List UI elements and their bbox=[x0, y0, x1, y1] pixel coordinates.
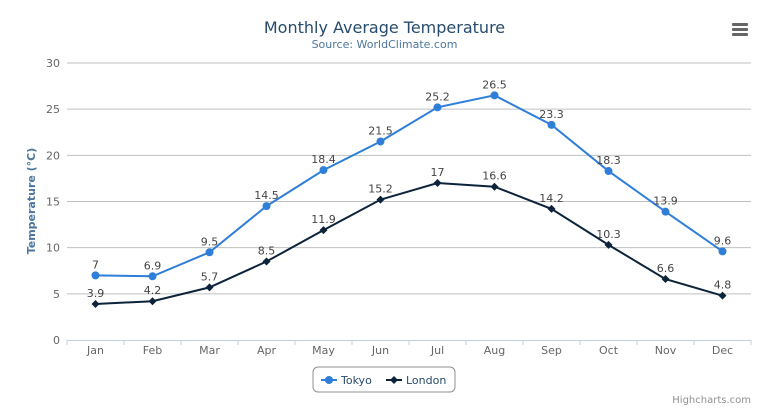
data-label: 4.2 bbox=[144, 284, 162, 297]
data-label: 3.9 bbox=[87, 287, 105, 300]
legend: Tokyo London bbox=[312, 366, 456, 393]
data-label: 18.4 bbox=[311, 153, 336, 166]
series-tokyo: 7 6.9 9.5 14.5 18.4 21.5 25.2 26.5 23.3 18.3 13.9 9… bbox=[91, 78, 732, 281]
data-point[interactable] bbox=[604, 240, 613, 249]
legend-item-london[interactable]: London bbox=[386, 374, 446, 387]
data-point[interactable] bbox=[148, 297, 157, 306]
data-point[interactable] bbox=[490, 182, 499, 191]
data-label: 23.3 bbox=[539, 108, 564, 121]
data-label: 9.6 bbox=[714, 234, 732, 247]
x-tick-label: Aug bbox=[484, 344, 505, 357]
data-point[interactable] bbox=[205, 248, 214, 257]
y-tick-label: 10 bbox=[46, 242, 60, 255]
chart-title: Monthly Average Temperature bbox=[264, 18, 505, 37]
data-label: 16.6 bbox=[482, 170, 507, 183]
x-tick-label: Jan bbox=[86, 344, 104, 357]
data-point[interactable] bbox=[718, 247, 727, 256]
data-point[interactable] bbox=[547, 120, 556, 129]
chart-subtitle: Source: WorldClimate.com bbox=[312, 38, 458, 51]
data-label: 10.3 bbox=[596, 228, 621, 241]
data-label: 13.9 bbox=[653, 195, 678, 208]
y-tick-label: 5 bbox=[53, 288, 60, 301]
x-tick-label: Jun bbox=[371, 344, 389, 357]
data-point[interactable] bbox=[262, 202, 271, 211]
legend-label-london: London bbox=[406, 374, 446, 387]
data-label: 26.5 bbox=[482, 78, 507, 91]
data-point[interactable] bbox=[604, 167, 613, 176]
data-point[interactable] bbox=[661, 207, 670, 216]
data-point[interactable] bbox=[319, 226, 328, 235]
series-line bbox=[95, 182, 723, 305]
data-point[interactable] bbox=[433, 103, 442, 112]
data-label: 8.5 bbox=[258, 245, 276, 258]
x-tick-label: Dec bbox=[712, 344, 733, 357]
y-tick-label: 0 bbox=[53, 334, 60, 347]
data-label: 5.7 bbox=[201, 270, 219, 283]
hamburger-menu-icon[interactable] bbox=[728, 18, 758, 42]
y-tick-label: 15 bbox=[46, 196, 60, 209]
data-point[interactable] bbox=[718, 291, 727, 300]
data-label: 15.2 bbox=[368, 183, 393, 196]
data-label: 25.2 bbox=[425, 90, 450, 103]
data-label: 21.5 bbox=[368, 124, 393, 137]
data-point[interactable] bbox=[205, 283, 214, 292]
data-label: 6.6 bbox=[657, 262, 675, 275]
data-point[interactable] bbox=[376, 137, 385, 146]
series-london: 3.9 4.2 5.7 8.5 11.9 15.2 17 16.6 14.2 10.3 6.6 4.8 bbox=[87, 166, 732, 308]
x-tick-label: Apr bbox=[257, 344, 277, 357]
x-tick-label: Sep bbox=[541, 344, 562, 357]
data-point[interactable] bbox=[91, 271, 100, 280]
x-tick-label: Mar bbox=[199, 344, 220, 357]
legend-item-tokyo[interactable]: Tokyo bbox=[321, 374, 372, 387]
data-point[interactable] bbox=[490, 91, 499, 100]
legend-label-tokyo: Tokyo bbox=[340, 374, 372, 387]
x-tick-label: Feb bbox=[143, 344, 162, 357]
y-tick-label: 30 bbox=[46, 57, 60, 70]
data-point[interactable] bbox=[91, 299, 100, 308]
x-tick-label: Nov bbox=[655, 344, 677, 357]
data-label: 18.3 bbox=[596, 154, 621, 167]
data-label: 6.9 bbox=[144, 259, 162, 272]
x-tick-label: May bbox=[312, 344, 335, 357]
data-point[interactable] bbox=[376, 195, 385, 204]
y-tick-label: 25 bbox=[46, 103, 60, 116]
x-tick-label: Oct bbox=[599, 344, 619, 357]
data-point[interactable] bbox=[661, 275, 670, 284]
data-label: 7 bbox=[92, 258, 99, 271]
data-label: 14.5 bbox=[254, 189, 279, 202]
data-point[interactable] bbox=[148, 272, 157, 281]
data-label: 14.2 bbox=[539, 192, 564, 205]
y-tick-label: 20 bbox=[46, 149, 60, 162]
data-point[interactable] bbox=[319, 166, 328, 175]
data-label: 11.9 bbox=[311, 213, 336, 226]
data-label: 17 bbox=[431, 166, 445, 179]
y-axis-title: Temperature (°C) bbox=[25, 148, 38, 255]
series-line bbox=[95, 94, 724, 278]
data-label: 9.5 bbox=[201, 235, 219, 248]
credits-link[interactable]: Highcharts.com bbox=[672, 395, 751, 406]
data-label: 4.8 bbox=[714, 279, 732, 292]
x-tick-label: Jul bbox=[430, 344, 444, 357]
data-point[interactable] bbox=[547, 204, 556, 213]
data-point[interactable] bbox=[433, 179, 442, 188]
data-point[interactable] bbox=[262, 257, 271, 266]
